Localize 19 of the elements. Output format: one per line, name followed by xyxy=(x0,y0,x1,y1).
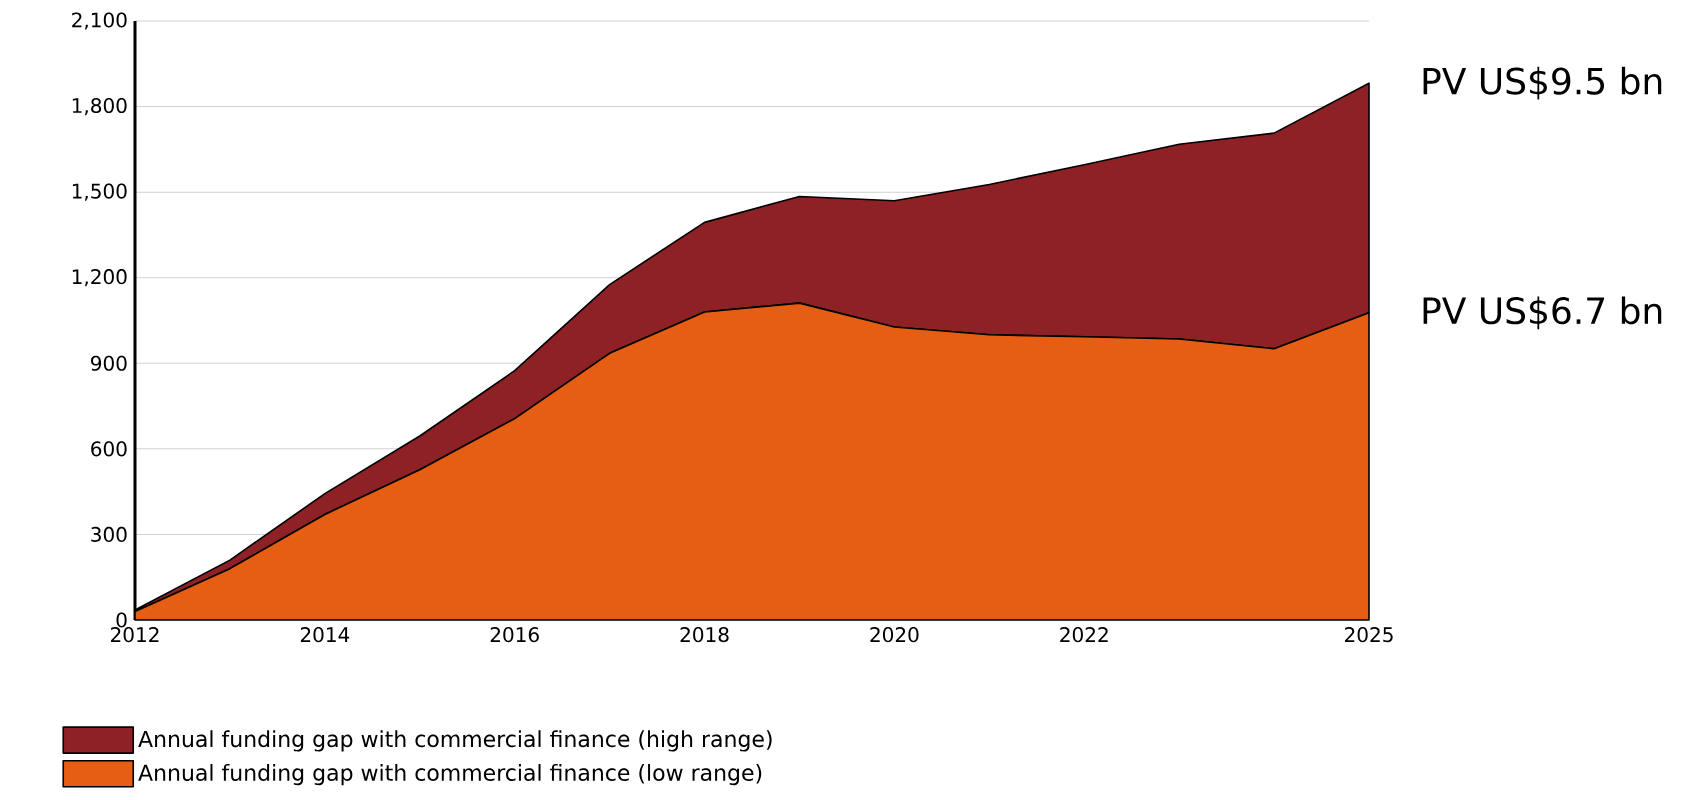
y-tick-label: 1,200 xyxy=(72,269,127,287)
y-tick-label: 600 xyxy=(91,441,127,457)
x-tick-label: 2016 xyxy=(490,627,539,643)
y-tick-label: 1,800 xyxy=(72,97,127,116)
x-tick-label: 2020 xyxy=(870,627,919,643)
x-tick-label: 2018 xyxy=(680,627,729,643)
y-tick-label: 0 xyxy=(116,612,127,628)
x-tick-label: 2014 xyxy=(300,627,350,643)
y-tick-label: 300 xyxy=(91,526,127,542)
x-tick-label: 2025 xyxy=(1345,627,1393,643)
x-tick-label: 2022 xyxy=(1060,627,1108,643)
y-tick-label: 900 xyxy=(91,355,127,371)
annotation: PV US$6.7 bn xyxy=(1423,296,1662,330)
legend-label: Annual funding gap with commercial finance (high range) xyxy=(138,730,772,752)
annotation: PV US$9.5 bn xyxy=(1423,66,1662,100)
y-tick-label: 1,500 xyxy=(72,183,127,201)
x-tick-label: 2012 xyxy=(111,627,159,643)
y-tick-label: 2,100 xyxy=(72,12,127,30)
legend-label: Annual funding gap with commercial finance (low range) xyxy=(138,763,762,786)
